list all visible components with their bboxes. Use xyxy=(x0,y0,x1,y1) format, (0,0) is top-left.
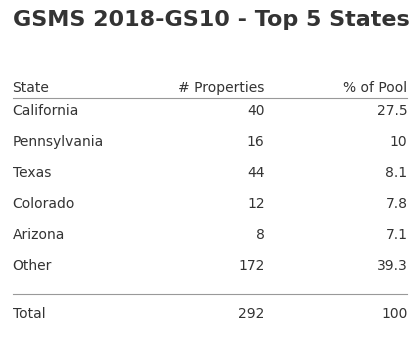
Text: California: California xyxy=(13,104,79,119)
Text: 172: 172 xyxy=(238,259,265,274)
Text: 12: 12 xyxy=(247,197,265,212)
Text: 8.1: 8.1 xyxy=(385,166,407,181)
Text: # Properties: # Properties xyxy=(178,81,265,95)
Text: % of Pool: % of Pool xyxy=(343,81,407,95)
Text: GSMS 2018-GS10 - Top 5 States: GSMS 2018-GS10 - Top 5 States xyxy=(13,10,410,30)
Text: Colorado: Colorado xyxy=(13,197,75,212)
Text: 16: 16 xyxy=(247,135,265,150)
Text: 8: 8 xyxy=(256,228,265,243)
Text: State: State xyxy=(13,81,50,95)
Text: 27.5: 27.5 xyxy=(377,104,407,119)
Text: 44: 44 xyxy=(247,166,265,181)
Text: Other: Other xyxy=(13,259,52,274)
Text: 100: 100 xyxy=(381,307,407,321)
Text: 40: 40 xyxy=(247,104,265,119)
Text: Texas: Texas xyxy=(13,166,51,181)
Text: Pennsylvania: Pennsylvania xyxy=(13,135,104,150)
Text: Total: Total xyxy=(13,307,45,321)
Text: 292: 292 xyxy=(238,307,265,321)
Text: 39.3: 39.3 xyxy=(377,259,407,274)
Text: 7.8: 7.8 xyxy=(386,197,407,212)
Text: Arizona: Arizona xyxy=(13,228,65,243)
Text: 10: 10 xyxy=(390,135,407,150)
Text: 7.1: 7.1 xyxy=(386,228,407,243)
